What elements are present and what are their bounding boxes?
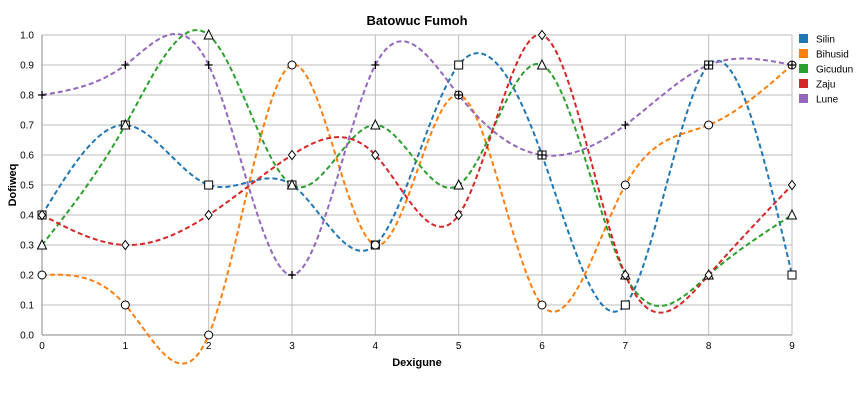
data-point-bihusid bbox=[287, 60, 297, 70]
series-line-gicudun bbox=[41, 29, 793, 307]
y-tick-label: 0.3 bbox=[20, 241, 34, 252]
legend-swatch-silin bbox=[799, 34, 808, 43]
legend-label: Bihusid bbox=[816, 50, 849, 61]
legend-swatch-bihusid bbox=[799, 49, 808, 58]
data-point-silin bbox=[204, 180, 214, 190]
data-point-silin bbox=[787, 270, 797, 280]
legend-swatch-zaju bbox=[799, 79, 808, 88]
legend-swatch-lune bbox=[799, 94, 808, 103]
series-line-zaju bbox=[41, 33, 793, 314]
data-point-bihusid bbox=[537, 300, 547, 310]
series-lines bbox=[41, 29, 793, 365]
x-tick-label: 4 bbox=[373, 341, 379, 352]
data-point-zaju bbox=[454, 209, 463, 221]
data-point-zaju bbox=[37, 209, 47, 221]
data-point-lune bbox=[538, 151, 546, 159]
data-point-lune bbox=[621, 121, 630, 129]
data-point-gicudun bbox=[370, 118, 381, 130]
data-point-lune bbox=[371, 61, 380, 69]
data-point-gicudun bbox=[786, 208, 798, 220]
data-point-silin bbox=[454, 60, 464, 70]
data-point-zaju bbox=[787, 179, 797, 191]
data-point-zaju bbox=[204, 209, 213, 221]
legend-label: Zaju bbox=[816, 80, 835, 91]
data-point-gicudun bbox=[536, 58, 548, 70]
y-tick-label: 0.8 bbox=[20, 91, 34, 102]
series-line-lune bbox=[41, 32, 793, 277]
y-tick-label: 0.0 bbox=[20, 331, 34, 342]
data-point-lune bbox=[704, 61, 713, 69]
x-tick-label: 0 bbox=[39, 341, 45, 352]
data-point-lune bbox=[204, 61, 213, 69]
series-line-bihusid bbox=[41, 63, 793, 365]
data-point-lune bbox=[454, 91, 463, 99]
y-tick-label: 1.0 bbox=[20, 31, 34, 42]
legend-label: Lune bbox=[816, 95, 839, 106]
data-point-lune bbox=[121, 61, 130, 69]
x-tick-label: 5 bbox=[456, 341, 462, 352]
y-tick-label: 0.7 bbox=[20, 121, 34, 132]
chart-title: Batowuc Fumoh bbox=[366, 13, 467, 28]
grid bbox=[41, 34, 793, 336]
data-point-zaju bbox=[371, 149, 380, 161]
data-point-silin bbox=[620, 300, 630, 310]
data-point-bihusid bbox=[370, 240, 380, 250]
data-point-bihusid bbox=[37, 270, 47, 280]
data-point-bihusid bbox=[704, 120, 714, 130]
legend-label: Gicudun bbox=[816, 65, 853, 76]
x-tick-label: 1 bbox=[123, 341, 129, 352]
y-tick-label: 0.5 bbox=[20, 181, 34, 192]
data-point-bihusid bbox=[620, 180, 630, 190]
data-point-zaju bbox=[704, 269, 713, 281]
y-tick-label: 0.2 bbox=[20, 271, 34, 282]
data-point-gicudun bbox=[286, 178, 298, 190]
legend: Silin Bihusid Gicudun Zaju Lune bbox=[799, 34, 853, 106]
y-axis-title: Dofiweq bbox=[7, 164, 19, 207]
data-point-zaju bbox=[621, 269, 630, 281]
y-tick-label: 0.1 bbox=[20, 301, 34, 312]
x-tick-label: 8 bbox=[706, 341, 712, 352]
x-tick-label: 2 bbox=[206, 341, 212, 352]
data-point-lune bbox=[288, 271, 296, 279]
data-point-zaju bbox=[121, 239, 130, 251]
data-point-lune bbox=[38, 91, 46, 99]
data-point-bihusid bbox=[120, 300, 130, 310]
series-markers bbox=[36, 28, 798, 340]
y-tick-label: 0.9 bbox=[20, 61, 34, 72]
x-tick-label: 7 bbox=[623, 341, 629, 352]
x-axis-title: Dexigune bbox=[392, 357, 442, 369]
legend-swatch-gicudun bbox=[799, 64, 808, 73]
series-line-silin bbox=[41, 52, 793, 313]
data-point-zaju bbox=[537, 29, 547, 41]
x-tick-label: 3 bbox=[289, 341, 295, 352]
axes: 0 1 2 3 4 5 6 7 8 9 0.0 0.1 0.2 0.3 0.4 0.5 0.6 0.7 0.8 0.9… bbox=[20, 31, 795, 353]
y-tick-label: 0.6 bbox=[20, 151, 34, 162]
data-point-lune bbox=[788, 61, 796, 69]
data-point-gicudun bbox=[120, 118, 131, 130]
legend-label: Silin bbox=[816, 35, 835, 46]
data-point-zaju bbox=[287, 149, 297, 161]
x-tick-label: 9 bbox=[789, 341, 795, 352]
data-point-gicudun bbox=[453, 178, 464, 190]
data-point-gicudun bbox=[203, 28, 214, 40]
data-point-bihusid bbox=[204, 330, 214, 340]
data-point-gicudun bbox=[36, 238, 48, 250]
y-tick-label: 0.4 bbox=[20, 211, 34, 222]
x-tick-label: 6 bbox=[539, 341, 545, 352]
